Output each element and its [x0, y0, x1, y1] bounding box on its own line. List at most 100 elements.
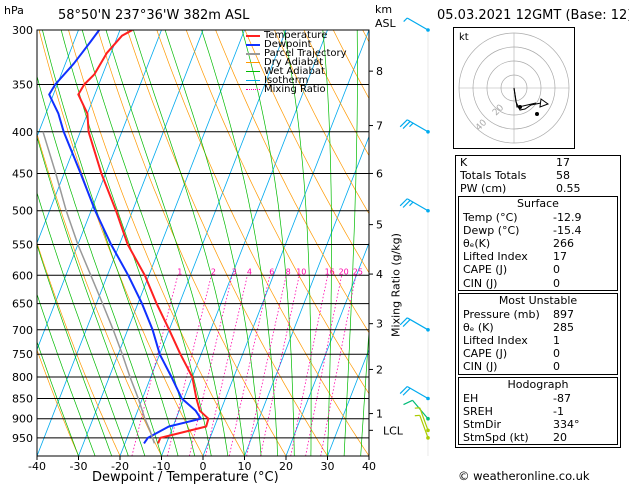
- mixing-ratio-label: 20: [339, 267, 349, 276]
- station-header: 58°50'N 237°36'W 382m ASL: [58, 8, 250, 23]
- wind-barb: [399, 119, 430, 134]
- surface-label: Lifted Index: [463, 250, 528, 264]
- wind-barb: [399, 198, 430, 213]
- surface-row: CAPE (J) 0: [459, 263, 617, 276]
- surface-value: 0: [553, 276, 560, 290]
- surface-section: Surface Temp (°C) -12.9 Dewp (°C) -15.4 θₑ…: [458, 195, 618, 291]
- legend-item: Isotherm: [246, 75, 347, 86]
- legend-swatch-mixing-ratio: [246, 89, 260, 90]
- index-value: 58: [556, 169, 570, 183]
- legend-swatch-dry-adiabat: [246, 62, 260, 63]
- wind-barb-flag: [402, 387, 411, 396]
- mu-label: Pressure (mb): [463, 307, 540, 321]
- mixing-ratio-label: 3: [232, 267, 237, 276]
- pressure-tick-label: 800: [12, 371, 33, 384]
- isotherm-line: [244, 135, 369, 456]
- x-tick-label: -30: [70, 460, 88, 473]
- hodo-row: SREH -1: [459, 405, 617, 418]
- index-label: PW (cm): [460, 182, 507, 196]
- mu-label: Lifted Index: [463, 334, 528, 348]
- index-value: 17: [556, 156, 570, 169]
- legend-label: Dry Adiabat: [264, 57, 324, 68]
- wind-barb-point: [426, 428, 430, 433]
- hodo-row: StmSpd (kt) 20: [459, 431, 617, 444]
- wind-barb-staff: [406, 317, 429, 331]
- wind-barb-flag: [399, 198, 408, 207]
- wind-barb: [403, 399, 430, 421]
- x-tick-label: 30: [321, 460, 335, 473]
- hodo-label: StmSpd (kt): [463, 431, 529, 445]
- isotherm-line: [37, 30, 204, 456]
- mixing-ratio-line: [320, 275, 357, 456]
- surface-value: -15.4: [553, 223, 582, 237]
- x-tick-label: 10: [238, 460, 252, 473]
- hodograph-title: Hodograph: [507, 377, 569, 391]
- legend-item: Wet Adiabat: [246, 66, 347, 77]
- isotherm-line: [37, 30, 162, 351]
- isotherm-line: [161, 30, 328, 456]
- wind-barb-staff: [406, 385, 429, 400]
- legend-swatch-parcel: [246, 52, 260, 55]
- dry-adiabat-line: [303, 30, 369, 157]
- wind-barb-flag: [409, 201, 414, 207]
- dry-adiabat-line: [274, 30, 369, 215]
- pressure-tick-label: 650: [12, 298, 33, 311]
- mu-row: CAPE (J) 0: [459, 347, 617, 360]
- mixing-ratio-line: [167, 275, 212, 456]
- wind-barb-flag: [399, 386, 408, 394]
- mixing-ratio-label: 2: [211, 267, 216, 276]
- pressure-tick-label: 750: [12, 348, 33, 361]
- pressure-tick-label: 450: [12, 167, 33, 180]
- hodo-label: StmDir: [463, 418, 502, 431]
- surface-label: Dewp (°C): [463, 223, 520, 237]
- mu-value: 285: [553, 320, 574, 334]
- pressure-tick-label: 300: [12, 24, 33, 37]
- wind-barb-point: [426, 28, 430, 32]
- surface-title: Surface: [517, 196, 559, 210]
- mu-label: θₑ (K): [463, 320, 494, 334]
- legend-item: Parcel Trajectory: [246, 48, 347, 59]
- asl-label: ASL: [375, 17, 396, 30]
- index-label: K: [460, 156, 468, 169]
- km-tick-label: 2: [376, 363, 383, 376]
- isotherm-line: [327, 348, 369, 456]
- wind-barb: [414, 407, 430, 433]
- pressure-tick-label: 700: [12, 324, 33, 337]
- pressure-tick-label: 550: [12, 238, 33, 251]
- legend: Temperature Dewpoint Parcel Trajectory D…: [246, 31, 347, 95]
- wind-barb-flag: [409, 122, 414, 128]
- km-tick-label: 5: [376, 219, 383, 232]
- legend-label: Wet Adiabat: [264, 66, 325, 77]
- surface-label: CAPE (J): [463, 263, 508, 277]
- km-tick-label: 4: [376, 268, 383, 281]
- pressure-unit-label: hPa: [4, 4, 24, 17]
- x-tick-label: 40: [362, 460, 376, 473]
- surface-label: Temp (°C): [463, 210, 518, 224]
- pressure-tick-label: 950: [12, 432, 33, 445]
- surface-label: θₑ(K): [463, 236, 491, 250]
- surface-row: Dewp (°C) -15.4: [459, 224, 617, 237]
- surface-value: 266: [553, 236, 574, 250]
- dewpoint-profile: [48, 30, 202, 444]
- km-tick-label: 1: [376, 408, 383, 421]
- km-tick-label: 7: [376, 120, 383, 133]
- wind-barb-flag: [402, 200, 411, 208]
- km-label: km: [375, 3, 393, 16]
- legend-label: Parcel Trajectory: [264, 48, 347, 59]
- mixing-ratio-label: 16: [325, 267, 335, 276]
- wind-barb-flag: [403, 399, 413, 406]
- legend-label: Isotherm: [264, 75, 309, 86]
- hodo-value: 334°: [553, 418, 580, 431]
- hodograph: kt 20 40: [453, 27, 575, 149]
- mu-row: Pressure (mb) 897: [459, 308, 617, 321]
- parcel-trajectory: [42, 131, 156, 444]
- index-row: PW (cm) 0.55: [456, 182, 620, 195]
- surface-row: Temp (°C) -12.9: [459, 211, 617, 224]
- mixing-ratio-axis-label: Mixing Ratio (g/kg): [389, 233, 403, 337]
- hodo-row: EH -87: [459, 392, 617, 405]
- pressure-tick-label: 600: [12, 269, 33, 282]
- hodo-value: -87: [553, 391, 571, 405]
- wind-barb-flag: [399, 119, 408, 128]
- wind-barb: [403, 17, 430, 32]
